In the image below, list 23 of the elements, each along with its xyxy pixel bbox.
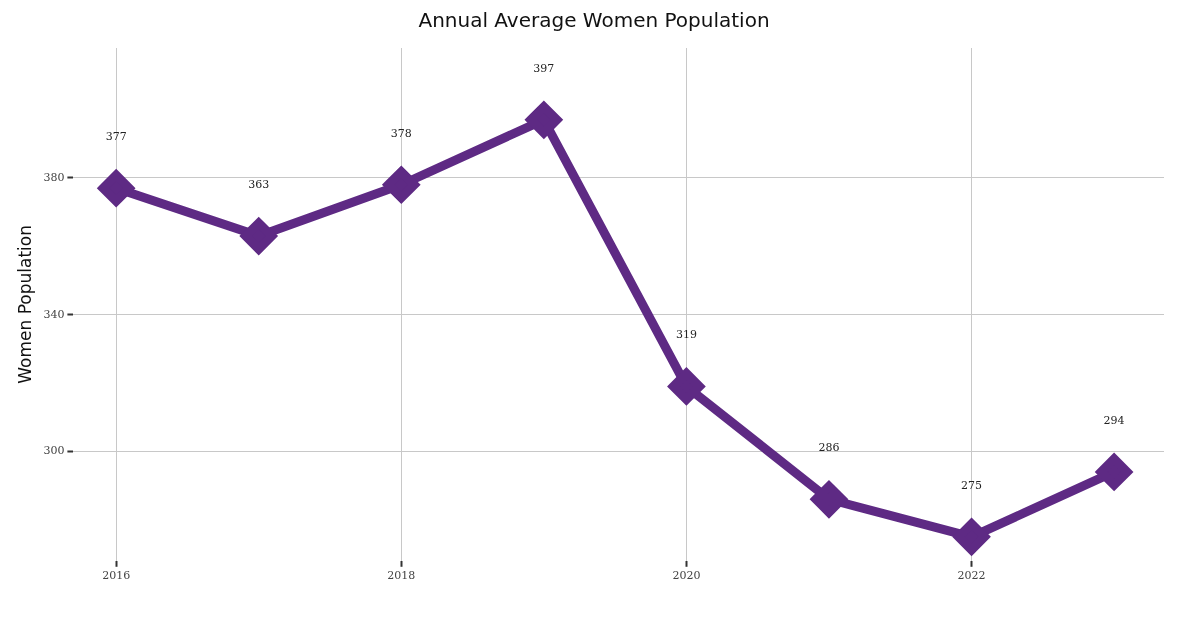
x-tick-label: 2016 [102,569,131,583]
data-label: 294 [1103,413,1125,427]
y-tick-label: 380 [43,170,65,184]
point [524,100,564,140]
point [952,517,991,557]
data-label: 377 [105,130,127,144]
x-tick-label: 2022 [957,569,986,583]
x-tick-label: 2020 [672,569,701,583]
data-label: 286 [818,441,840,455]
data-label: 275 [961,478,983,492]
y-axis-title: Women Population [14,225,35,384]
point [239,216,278,256]
data-label: 397 [533,61,555,75]
point [96,168,136,208]
y-tick-label: 340 [43,307,65,321]
y-tick-label: 300 [43,444,65,458]
point [1094,452,1134,492]
chart-title: Annual Average Women Population [418,8,770,33]
data-label: 378 [390,126,412,140]
x-tick-label: 2018 [387,569,416,583]
data-label: 363 [248,178,270,192]
point [809,480,849,519]
data-label: 319 [675,328,697,342]
